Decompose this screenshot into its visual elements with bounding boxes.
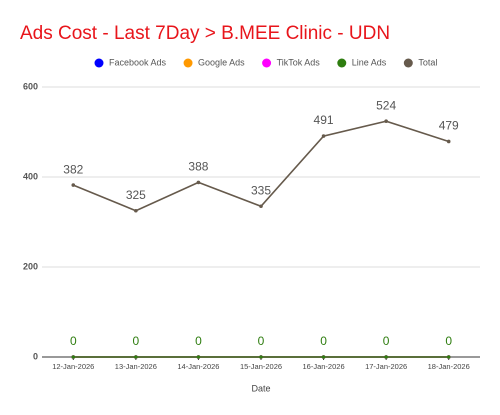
- legend-marker: [94, 58, 104, 68]
- data-label: 325: [126, 188, 146, 202]
- y-tick-label: 600: [23, 81, 38, 91]
- data-label: 491: [314, 113, 334, 127]
- point: [259, 204, 263, 209]
- x-tick-label: 17-Jan-2026: [365, 362, 407, 371]
- data-label: 0: [258, 334, 265, 348]
- point: [196, 180, 201, 185]
- data-label: 0: [383, 334, 390, 348]
- data-label: 0: [320, 334, 327, 348]
- data-label: 0: [133, 334, 140, 348]
- legend-label: Facebook Ads: [109, 57, 167, 67]
- legend-label: TikTok Ads: [277, 57, 321, 67]
- data-label: 382: [63, 162, 83, 176]
- point: [71, 183, 76, 187]
- data-label: 479: [439, 119, 459, 133]
- point: [134, 208, 138, 213]
- y-tick-label: 0: [33, 351, 38, 361]
- legend-marker: [403, 58, 413, 68]
- x-axis-title: Date: [251, 383, 270, 393]
- x-tick-label: 13-Jan-2026: [115, 362, 157, 371]
- x-tick-label: 16-Jan-2026: [303, 362, 345, 371]
- point: [384, 355, 388, 359]
- y-tick-label: 200: [23, 261, 38, 271]
- y-tick-label: 400: [23, 171, 38, 181]
- point: [134, 355, 138, 359]
- point: [384, 119, 388, 123]
- data-label: 388: [188, 160, 208, 174]
- x-tick-label: 12-Jan-2026: [52, 362, 94, 371]
- data-label: 0: [70, 334, 77, 348]
- legend-marker: [337, 58, 347, 68]
- data-label: 0: [445, 334, 452, 348]
- legend-marker: [183, 58, 193, 68]
- x-tick-label: 14-Jan-2026: [177, 362, 219, 371]
- data-label: 0: [195, 334, 202, 348]
- point: [446, 355, 451, 359]
- point: [321, 355, 326, 359]
- chart-title: Ads Cost - Last 7Day > B.MEE Clinic - UD…: [20, 23, 390, 44]
- point: [71, 355, 76, 359]
- legend-label: Line Ads: [352, 57, 387, 67]
- x-tick-label: 15-Jan-2026: [240, 362, 282, 371]
- point: [196, 355, 201, 359]
- point: [446, 139, 451, 144]
- legend-marker: [262, 58, 272, 68]
- x-tick-label: 18-Jan-2026: [428, 362, 470, 371]
- legend-label: Total: [418, 57, 437, 67]
- point: [321, 134, 326, 138]
- point: [259, 355, 263, 359]
- legend-label: Google Ads: [198, 57, 245, 67]
- data-label: 335: [251, 183, 271, 197]
- data-label: 524: [376, 98, 396, 112]
